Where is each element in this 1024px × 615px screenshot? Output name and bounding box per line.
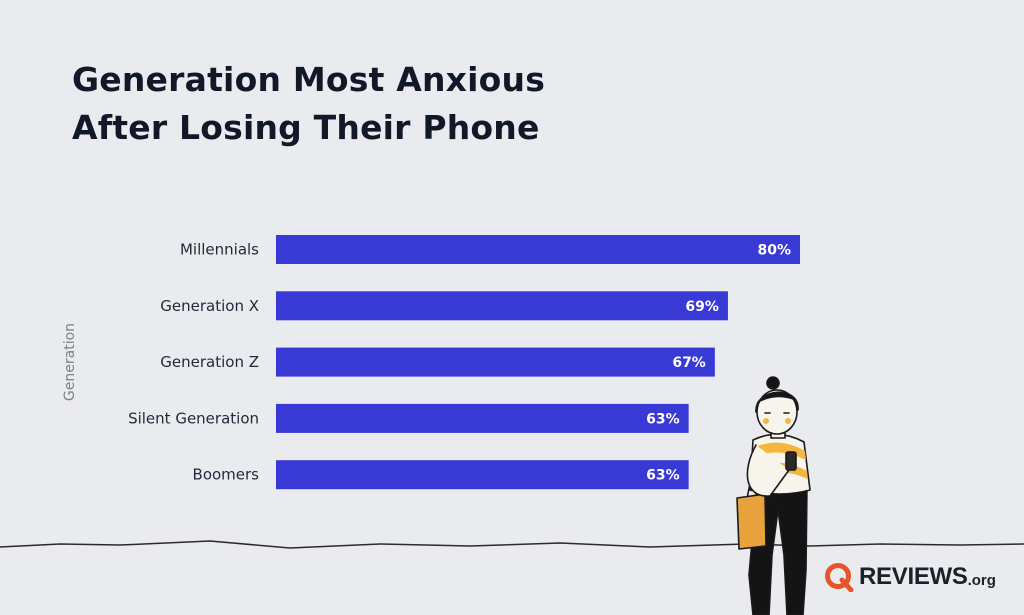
y-axis-title: Generation: [62, 323, 78, 401]
brand-logo: REVIEWS .org: [824, 560, 996, 594]
value-label-generation-x: 69%: [685, 299, 719, 315]
bar-millennials: [276, 235, 800, 264]
value-label-millennials: 80%: [757, 243, 791, 259]
chart-title-line-1: Generation Most Anxious: [72, 60, 546, 99]
top-stripe: [752, 442, 806, 460]
value-label-boomers: 63%: [646, 468, 680, 484]
category-label-silent-generation: Silent Generation: [128, 409, 259, 427]
chart-title: Generation Most Anxious After Losing The…: [72, 56, 672, 152]
bar-silent-generation: [276, 403, 689, 433]
arm: [746, 444, 790, 497]
ground-line: [0, 540, 1024, 549]
hair: [755, 391, 799, 413]
woman-figure: [736, 376, 811, 615]
category-label-boomers: Boomers: [193, 466, 260, 484]
brand-suffix: .org: [967, 571, 996, 589]
phone: [785, 451, 797, 471]
category-label-generation-z: Generation Z: [160, 353, 259, 371]
tote-bag: [736, 493, 767, 550]
bar-generation-z: [276, 347, 715, 377]
category-label-millennials: Millennials: [180, 241, 259, 259]
value-label-generation-z: 67%: [672, 355, 706, 371]
reviews-q-logo-icon: [825, 563, 854, 592]
hair-bun: [766, 376, 780, 390]
chart-title-line-2: After Losing Their Phone: [72, 108, 540, 147]
brand-name: REVIEWS: [859, 563, 968, 590]
bar-generation-x: [276, 291, 728, 321]
right-cheek: [785, 418, 791, 424]
category-label-generation-x: Generation X: [160, 297, 259, 315]
bar-boomers: [276, 460, 689, 490]
left-cheek: [763, 418, 769, 424]
bar-series: Millennials 80% Generation X 69% Generation …: [128, 235, 800, 490]
value-label-silent-generation: 63%: [646, 411, 680, 427]
